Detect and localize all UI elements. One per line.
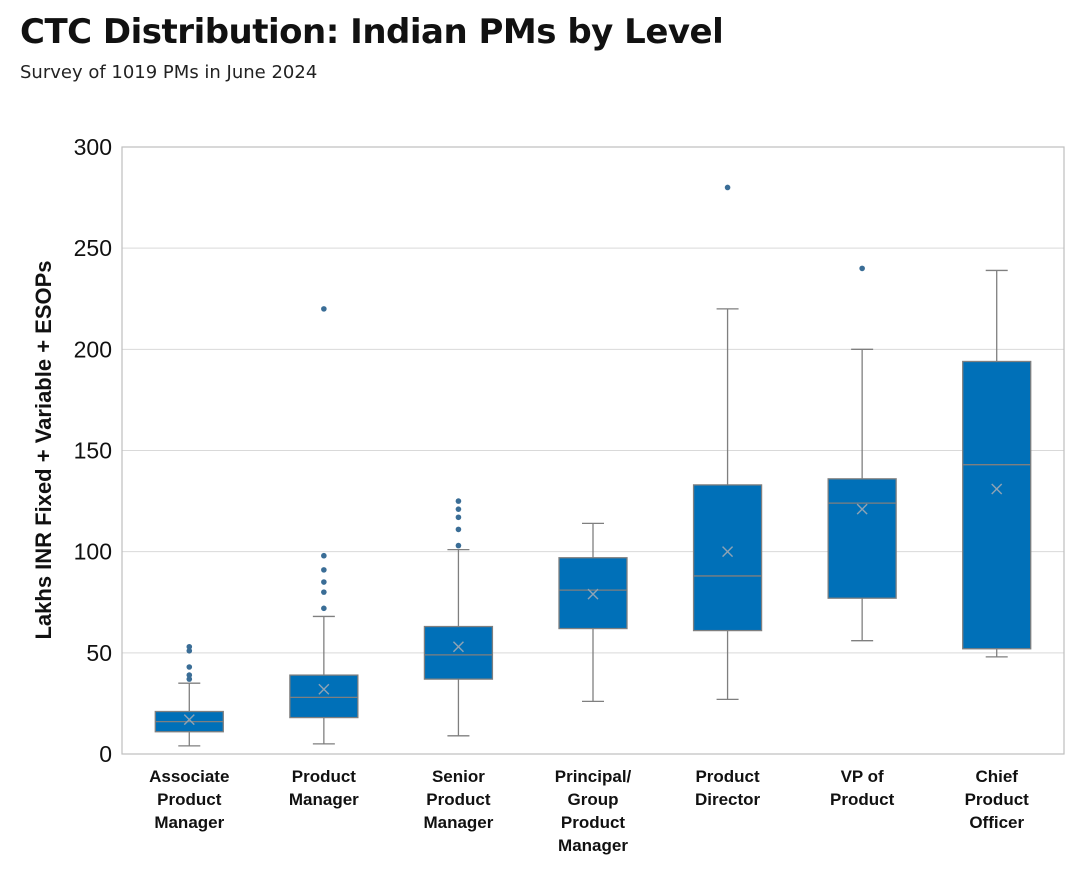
outlier-point (321, 567, 327, 573)
iqr-box (962, 360, 1032, 650)
mean-marker (722, 546, 734, 558)
outlier-point (455, 514, 462, 521)
outlier-point (186, 648, 193, 654)
outlier-point (455, 542, 462, 549)
box-group (154, 643, 224, 747)
outlier-point (321, 552, 327, 559)
y-tick-label: 100 (74, 539, 112, 565)
box-group (692, 184, 763, 701)
box-group (558, 522, 628, 703)
chart-title: CTC Distribution: Indian PMs by Level (20, 12, 724, 52)
x-category-label: VP of (841, 767, 884, 786)
x-category-label: Principal/ (555, 767, 632, 786)
outlier-point (186, 643, 193, 650)
mean-marker (452, 641, 464, 653)
x-category-label: Manager (289, 790, 359, 809)
iqr-box (289, 674, 359, 719)
x-category-label: Officer (969, 813, 1024, 832)
x-category-label: Manager (154, 813, 224, 832)
outlier-point (186, 664, 193, 670)
mean-marker (183, 714, 195, 726)
x-category-label: Product (695, 767, 760, 786)
x-category-label: Product (561, 813, 626, 832)
x-category-label: Group (568, 790, 619, 809)
chart-subtitle: Survey of 1019 PMs in June 2024 (20, 62, 318, 83)
outlier-point (455, 526, 462, 533)
outlier-point (455, 506, 462, 512)
iqr-box (423, 625, 494, 680)
outlier-point (186, 676, 193, 682)
y-tick-label: 50 (86, 640, 112, 666)
box-group (289, 306, 359, 745)
x-category-label: Associate (149, 767, 229, 786)
y-axis-label: Lakhs INR Fixed + Variable + ESOPs (31, 260, 56, 639)
x-category-label: Product (830, 790, 895, 809)
y-tick-label: 200 (74, 336, 112, 362)
x-category-label: Director (695, 790, 761, 809)
x-category-label: Manager (558, 836, 628, 855)
x-category-label: Manager (423, 813, 493, 832)
mean-marker (991, 483, 1003, 495)
y-tick-label: 250 (74, 235, 112, 261)
mean-marker (856, 503, 868, 515)
outlier-point (321, 605, 327, 612)
box-group (423, 498, 494, 737)
y-tick-label: 150 (74, 438, 112, 464)
outlier-point (455, 498, 462, 504)
outlier-point (724, 184, 731, 191)
y-tick-label: 300 (74, 134, 112, 160)
plot-area-frame (121, 146, 1065, 755)
iqr-box (558, 557, 628, 630)
iqr-box (827, 478, 897, 599)
outlier-point (321, 579, 327, 585)
box-group (827, 265, 897, 642)
x-category-label: Product (965, 790, 1030, 809)
x-category-label: Chief (975, 767, 1018, 786)
outlier-point (186, 672, 193, 678)
y-tick-label: 0 (99, 741, 112, 767)
mean-marker (587, 588, 599, 600)
x-category-label: Senior (432, 767, 485, 786)
box-group (962, 269, 1032, 658)
outlier-point (859, 265, 865, 272)
x-category-label: Product (292, 767, 357, 786)
outlier-point (321, 306, 327, 312)
iqr-box (692, 484, 763, 632)
x-category-label: Product (426, 790, 491, 809)
outlier-point (321, 589, 327, 595)
mean-marker (318, 683, 330, 695)
x-category-label: Product (157, 790, 222, 809)
